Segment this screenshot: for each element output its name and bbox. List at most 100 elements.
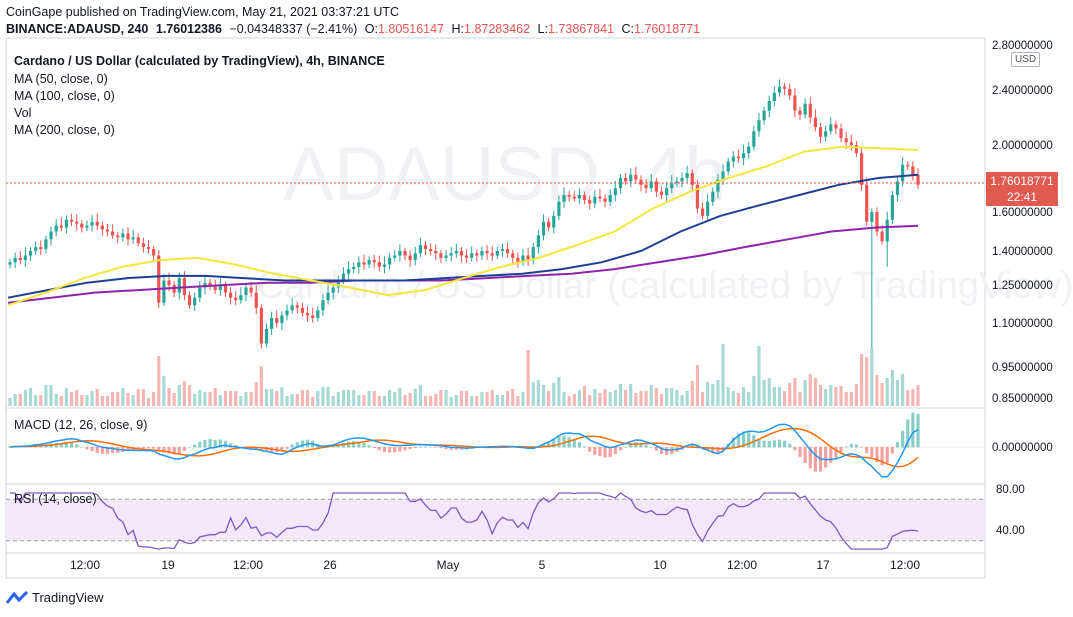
candle-body bbox=[572, 196, 576, 199]
macd-histogram-bar bbox=[772, 440, 776, 448]
macd-histogram-bar bbox=[582, 446, 587, 448]
legend-ma100[interactable]: MA (100, close, 0) bbox=[14, 89, 115, 103]
price-axis-label: 0.85000000 bbox=[992, 393, 1053, 405]
candle-body bbox=[495, 251, 499, 256]
candle-body bbox=[18, 257, 22, 261]
volume-bar bbox=[39, 395, 43, 406]
candle-body bbox=[711, 191, 715, 202]
bar-countdown: 22:41 bbox=[1006, 190, 1038, 204]
volume-bar bbox=[167, 388, 171, 406]
macd-histogram-bar bbox=[80, 446, 84, 448]
macd-histogram-bar bbox=[798, 447, 802, 457]
candle-body bbox=[146, 247, 151, 250]
macd-histogram-bar bbox=[203, 440, 207, 448]
price-axis-label: 1.10000000 bbox=[992, 318, 1053, 330]
macd-histogram-bar bbox=[541, 443, 546, 448]
candle-body bbox=[634, 174, 638, 180]
candle-body bbox=[434, 251, 438, 254]
volume-bar bbox=[818, 385, 823, 406]
currency-badge[interactable]: USD bbox=[1011, 52, 1041, 67]
volume-bar bbox=[885, 378, 889, 406]
volume-bar bbox=[618, 384, 623, 406]
macd-histogram-bar bbox=[434, 447, 438, 448]
macd-histogram-bar bbox=[418, 446, 422, 448]
macd-histogram-bar bbox=[593, 447, 597, 455]
volume-bar bbox=[577, 390, 582, 406]
legend-ma50[interactable]: MA (50, close, 0) bbox=[14, 72, 108, 86]
candle-body bbox=[582, 195, 587, 201]
legend-ma200[interactable]: MA (200, close, 0) bbox=[14, 123, 115, 137]
volume-bar bbox=[485, 392, 489, 406]
candle-body bbox=[767, 101, 771, 111]
footer-brand[interactable]: TradingView bbox=[6, 590, 104, 605]
candle-body bbox=[454, 251, 458, 254]
legend-vol[interactable]: Vol bbox=[14, 106, 32, 120]
macd-histogram-bar bbox=[849, 443, 853, 448]
macd-histogram-bar bbox=[762, 440, 766, 448]
candle-body bbox=[506, 249, 510, 254]
candle-body bbox=[777, 86, 782, 93]
candle-body bbox=[890, 195, 894, 220]
candle-body bbox=[680, 178, 684, 182]
macd-histogram-bar bbox=[439, 447, 443, 449]
volume-bar bbox=[449, 397, 453, 406]
macd-histogram-bar bbox=[280, 447, 284, 452]
volume-bar bbox=[203, 392, 207, 406]
candle-body bbox=[362, 262, 366, 265]
macd-histogram-bar bbox=[408, 447, 412, 450]
candle-body bbox=[603, 198, 607, 202]
macd-histogram-bar bbox=[341, 442, 346, 448]
rsi-axis-label: 80.00 bbox=[996, 484, 1025, 496]
volume-bar bbox=[28, 388, 33, 406]
volume-bar bbox=[336, 392, 340, 406]
volume-bar bbox=[187, 385, 192, 406]
candle-body bbox=[64, 219, 69, 228]
candle-body bbox=[706, 201, 710, 216]
candle-body bbox=[808, 103, 812, 118]
volume-bar bbox=[111, 392, 115, 406]
candle-body bbox=[203, 282, 207, 288]
volume-bar bbox=[131, 395, 135, 406]
candle-body bbox=[336, 280, 340, 288]
candle-body bbox=[752, 131, 756, 147]
macd-axis-label: 0.00000000 bbox=[992, 442, 1053, 454]
volume-bar bbox=[654, 388, 658, 406]
candle-body bbox=[249, 287, 253, 293]
candle-body bbox=[439, 253, 443, 258]
candle-body bbox=[331, 287, 335, 293]
volume-bar bbox=[434, 394, 438, 406]
volume-bar bbox=[234, 391, 238, 406]
volume-bar bbox=[208, 392, 212, 406]
candle-body bbox=[85, 225, 89, 228]
macd-histogram-bar bbox=[813, 447, 817, 472]
volume-bar bbox=[557, 377, 561, 406]
macd-histogram-bar bbox=[146, 447, 151, 449]
macd-histogram-bar bbox=[75, 444, 79, 448]
candle-body bbox=[916, 174, 920, 185]
candle-body bbox=[326, 292, 330, 301]
macd-histogram-bar bbox=[346, 441, 351, 448]
volume-bar bbox=[249, 392, 253, 406]
macd-histogram-bar bbox=[890, 447, 894, 454]
legend-macd[interactable]: MACD (12, 26, close, 9) bbox=[14, 418, 148, 432]
volume-bar bbox=[629, 384, 633, 406]
rsi-axis-label: 40.00 bbox=[996, 525, 1025, 537]
price-axis-label: 1.25000000 bbox=[992, 280, 1053, 292]
time-axis-label: 5 bbox=[539, 558, 546, 572]
volume-bar bbox=[152, 392, 156, 406]
candle-body bbox=[121, 233, 125, 238]
volume-bar bbox=[772, 387, 776, 406]
candle-body bbox=[747, 146, 751, 154]
macd-histogram-bar bbox=[105, 447, 110, 454]
volume-bar bbox=[906, 390, 910, 406]
legend-rsi[interactable]: RSI (14, close) bbox=[14, 492, 97, 506]
macd-histogram-bar bbox=[295, 442, 299, 448]
last-price-value: 1.76018771 bbox=[990, 174, 1054, 188]
volume-bar bbox=[470, 396, 474, 406]
volume-bar bbox=[675, 390, 679, 406]
macd-histogram-bar bbox=[603, 447, 607, 458]
volume-bar bbox=[506, 391, 510, 406]
candle-body bbox=[429, 249, 433, 251]
candle-body bbox=[213, 285, 217, 291]
